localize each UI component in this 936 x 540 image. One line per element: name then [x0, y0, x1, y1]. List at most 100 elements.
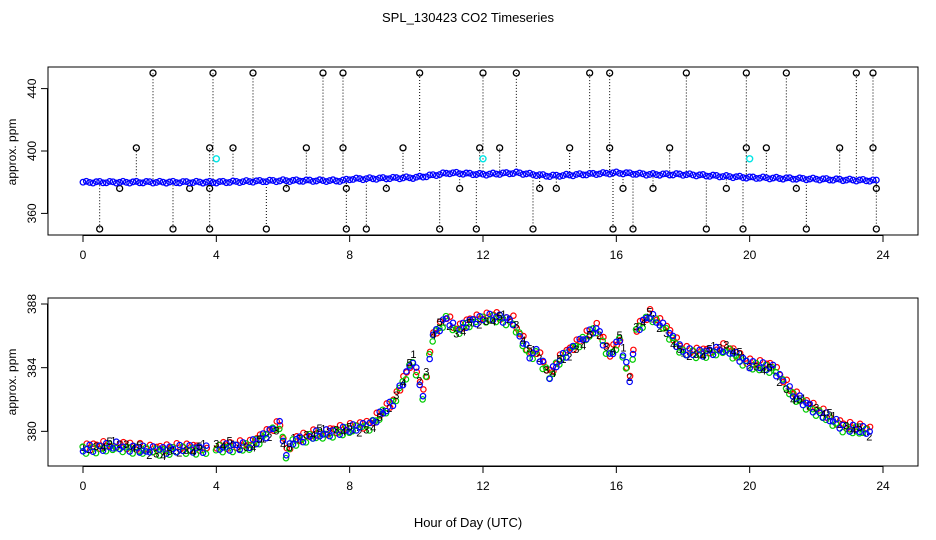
series-3-point: [309, 435, 317, 442]
series-3-point: [359, 419, 367, 427]
series-3-point: [779, 377, 787, 384]
outlier-high-point: [319, 69, 327, 77]
series-2-label-mark: 2: [356, 427, 362, 439]
co2-point: [139, 179, 147, 187]
co2-point: [699, 171, 707, 178]
series-5-label-mark: 5: [256, 434, 262, 446]
series-3-label-mark: 3: [513, 319, 519, 331]
outlier-high-point: [782, 69, 790, 77]
series-3-point: [849, 421, 857, 429]
co2-point: [79, 178, 87, 186]
series-3-point: [546, 375, 553, 383]
co2-point: [816, 176, 824, 184]
series-3-point: [373, 418, 380, 426]
series-3-point: [586, 326, 593, 333]
series-3-point: [383, 407, 390, 415]
series-2-point: [462, 319, 470, 327]
series-3-point: [403, 368, 410, 375]
outlier-high-point: [339, 69, 347, 77]
co2-point: [766, 175, 774, 183]
series-2-point: [352, 422, 360, 429]
top-x-tick-label: 12: [476, 248, 490, 262]
series-2-point: [539, 365, 546, 373]
co2-point: [559, 172, 567, 180]
co2-point: [489, 169, 497, 177]
series-3-point: [429, 331, 437, 339]
series-3-point: [566, 346, 573, 354]
co2-point: [102, 179, 110, 187]
co2-point: [609, 169, 617, 177]
co2-point: [119, 177, 127, 185]
outlier-mid-point: [132, 144, 140, 152]
series-3-point: [386, 398, 393, 406]
series-3-point: [229, 441, 237, 448]
series-1-point: [573, 336, 581, 343]
series-1-point: [310, 426, 317, 433]
co2-point: [256, 176, 264, 184]
co2-point: [629, 170, 637, 178]
series-2-label-mark: 2: [116, 439, 122, 451]
outlier-mid-low-point: [552, 184, 560, 193]
series-3-point: [729, 350, 737, 357]
outlier-low-point: [739, 225, 747, 233]
co2-point: [302, 176, 310, 184]
series-2-point: [349, 427, 356, 435]
series-3-point: [389, 402, 397, 410]
series-2-point: [262, 430, 270, 438]
co2-point: [756, 174, 764, 182]
series-2-point: [859, 429, 866, 437]
outlier-mid-low-point: [382, 184, 390, 193]
series-4-label-mark: 4: [280, 440, 286, 452]
outlier-high-point: [606, 69, 614, 77]
top-x-tick-label: 24: [876, 248, 890, 262]
co2-point: [479, 170, 487, 178]
series-3-point: [89, 448, 97, 456]
series-3-point: [719, 348, 727, 356]
series-5-label-mark: 5: [556, 354, 562, 366]
co2-point: [436, 171, 444, 178]
series-2-point: [402, 376, 410, 383]
co2-point: [512, 168, 520, 176]
series-3-point: [296, 433, 303, 441]
series-3-point: [176, 441, 183, 449]
series-2-point: [429, 338, 436, 345]
series-1-point: [90, 440, 97, 447]
series-2-point: [726, 345, 733, 353]
co2-point: [812, 175, 820, 183]
series-5-label-mark: 5: [766, 363, 772, 375]
series-2-label-mark: 2: [326, 426, 332, 438]
co2-point: [189, 179, 197, 187]
bottom-y-axis: 380 384 388: [25, 294, 48, 441]
series-3-point: [406, 363, 413, 370]
co2-point: [862, 177, 870, 185]
co2-point: [516, 169, 524, 177]
series-2-point: [456, 330, 463, 338]
co2-point: [312, 177, 320, 185]
series-2-point: [529, 355, 536, 363]
series-1-point: [446, 313, 454, 321]
co2-point: [746, 173, 754, 181]
series-2-label-mark: 2: [716, 342, 722, 354]
co2-point: [839, 177, 847, 185]
series-3-point: [409, 359, 417, 367]
co2-point: [299, 177, 307, 185]
series-3-point: [459, 319, 467, 327]
co2-point: [362, 175, 370, 183]
series-2-label-mark: 2: [776, 377, 782, 389]
series-3-label-mark: 3: [393, 390, 399, 402]
co2-point: [569, 172, 577, 180]
series-3-point: [536, 358, 543, 366]
outlier-mid-low-point: [342, 184, 350, 193]
series-4-label-mark: 4: [610, 345, 616, 357]
co2-point: [819, 175, 827, 183]
series-2-point: [436, 324, 443, 332]
series-2-label-mark: 2: [386, 403, 392, 415]
co2-point: [322, 178, 330, 186]
series-2-point: [422, 373, 430, 380]
top-x-tick-label: 4: [213, 248, 220, 262]
series-3-point: [589, 330, 597, 337]
series-3-point: [439, 316, 447, 323]
co2-point: [676, 170, 684, 178]
co2-point: [809, 174, 817, 182]
